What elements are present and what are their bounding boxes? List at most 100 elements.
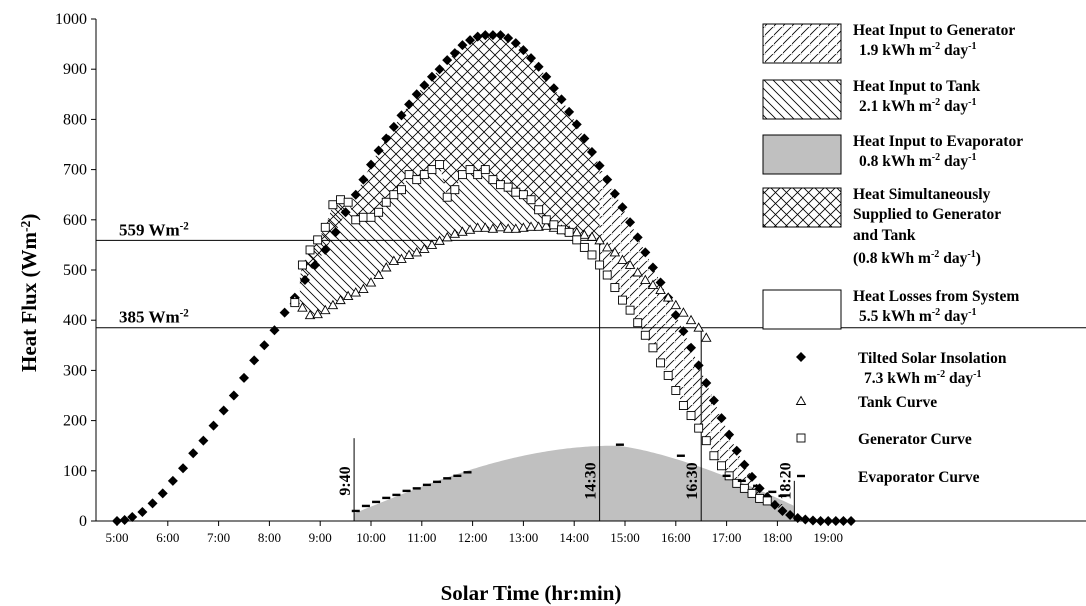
insolation-point xyxy=(602,174,613,185)
tank-point xyxy=(304,309,316,320)
tank-point xyxy=(480,222,491,232)
reference-line-label: 385 Wm-2 xyxy=(119,308,189,327)
tank-point xyxy=(701,332,712,342)
y-tick-label: 200 xyxy=(63,413,87,430)
generator-point xyxy=(694,423,704,433)
generator-point xyxy=(663,370,673,380)
x-tick-label: 9:00 xyxy=(309,530,332,545)
tank-point xyxy=(297,302,308,312)
insolation-point xyxy=(533,61,544,72)
tank-point xyxy=(434,235,445,245)
generator-point xyxy=(534,205,544,215)
insolation-point xyxy=(739,459,750,470)
insolation-point xyxy=(716,413,727,424)
tank-point xyxy=(396,253,407,263)
tank-point xyxy=(594,234,605,245)
legend-value: 7.3 kWh m-2 day-1 xyxy=(864,369,982,387)
generator-point xyxy=(442,192,452,202)
x-tick-label: 12:00 xyxy=(458,530,488,545)
tank-point xyxy=(518,222,529,232)
generator-point xyxy=(755,493,765,503)
insolation-point xyxy=(350,189,361,200)
insolation-point xyxy=(632,232,643,243)
y-tick-label: 500 xyxy=(63,262,87,279)
tank-point xyxy=(441,231,453,242)
generator-point xyxy=(656,358,666,368)
legend-label: Heat Simultaneously xyxy=(853,186,991,203)
evaporator-point xyxy=(392,493,401,497)
insolation-point xyxy=(670,310,681,321)
insolation-point xyxy=(701,377,712,388)
insolation-point xyxy=(208,420,219,431)
tank-point xyxy=(632,267,643,277)
insolation-point xyxy=(167,475,178,486)
insolation-point xyxy=(724,429,735,440)
generator-heat-area xyxy=(599,165,783,511)
insolation-point xyxy=(411,89,422,100)
generator-point xyxy=(739,483,749,493)
insolation-point xyxy=(218,405,229,416)
reference-line-label: 559 Wm-2 xyxy=(119,220,189,239)
legend-label: Supplied to Generator xyxy=(853,206,1001,223)
tank-point xyxy=(380,262,392,272)
x-tick-label: 17:00 xyxy=(712,530,742,545)
insolation-point xyxy=(541,71,552,82)
evaporator-point xyxy=(361,504,370,508)
evaporator-point xyxy=(615,443,624,446)
insolation-point xyxy=(564,106,575,117)
tank-point xyxy=(457,226,468,236)
insolation-point xyxy=(178,463,189,474)
legend-label: Tank Curve xyxy=(858,394,937,411)
generator-point xyxy=(633,318,643,328)
tank-point xyxy=(525,221,537,231)
generator-point xyxy=(572,235,582,245)
generator-point xyxy=(648,343,658,353)
insolation-point xyxy=(147,498,158,509)
insolation-point xyxy=(647,262,658,273)
generator-point xyxy=(419,170,429,180)
generator-point xyxy=(762,496,772,506)
generator-point xyxy=(610,283,620,293)
generator-point xyxy=(320,222,330,232)
insolation-point xyxy=(846,516,857,526)
insolation-point xyxy=(299,275,310,286)
insolation-point xyxy=(320,244,331,255)
generator-point xyxy=(366,212,376,222)
evaporator-point xyxy=(382,496,391,500)
insolation-point xyxy=(625,217,636,228)
insolation-point xyxy=(198,435,209,446)
evaporator-point xyxy=(737,479,746,483)
legend-swatch xyxy=(762,79,842,120)
generator-point xyxy=(541,215,551,225)
generator-point xyxy=(457,170,467,180)
insolation-point xyxy=(480,30,491,41)
insolation-point xyxy=(157,488,168,499)
generator-point xyxy=(496,180,505,190)
tank-point xyxy=(540,220,552,230)
insolation-point xyxy=(838,516,849,526)
generator-point xyxy=(709,451,719,461)
insolation-point xyxy=(381,133,392,144)
tank-point xyxy=(342,290,354,301)
generator-point xyxy=(549,220,559,230)
legend-value: 5.5 kWh m-2 day-1 xyxy=(859,307,977,325)
data-points xyxy=(112,30,857,526)
insolation-point xyxy=(686,342,697,353)
insolation-point xyxy=(373,145,384,156)
insolation-point xyxy=(269,325,280,336)
evaporator-point xyxy=(422,483,431,487)
insolation-point xyxy=(228,390,239,401)
vertical-marker-label: 16:30 xyxy=(684,462,701,499)
tank-point xyxy=(365,277,377,287)
insolation-point xyxy=(731,445,742,456)
insolation-point xyxy=(239,372,249,383)
evaporator-point xyxy=(453,474,462,478)
insolation-point xyxy=(823,516,834,526)
tank-point xyxy=(586,231,598,241)
evaporator-point xyxy=(402,489,411,493)
insolation-point xyxy=(259,340,270,351)
tank-point xyxy=(419,243,430,253)
tank-point xyxy=(533,221,544,231)
generator-point xyxy=(579,242,589,252)
insolation-point xyxy=(579,133,590,144)
